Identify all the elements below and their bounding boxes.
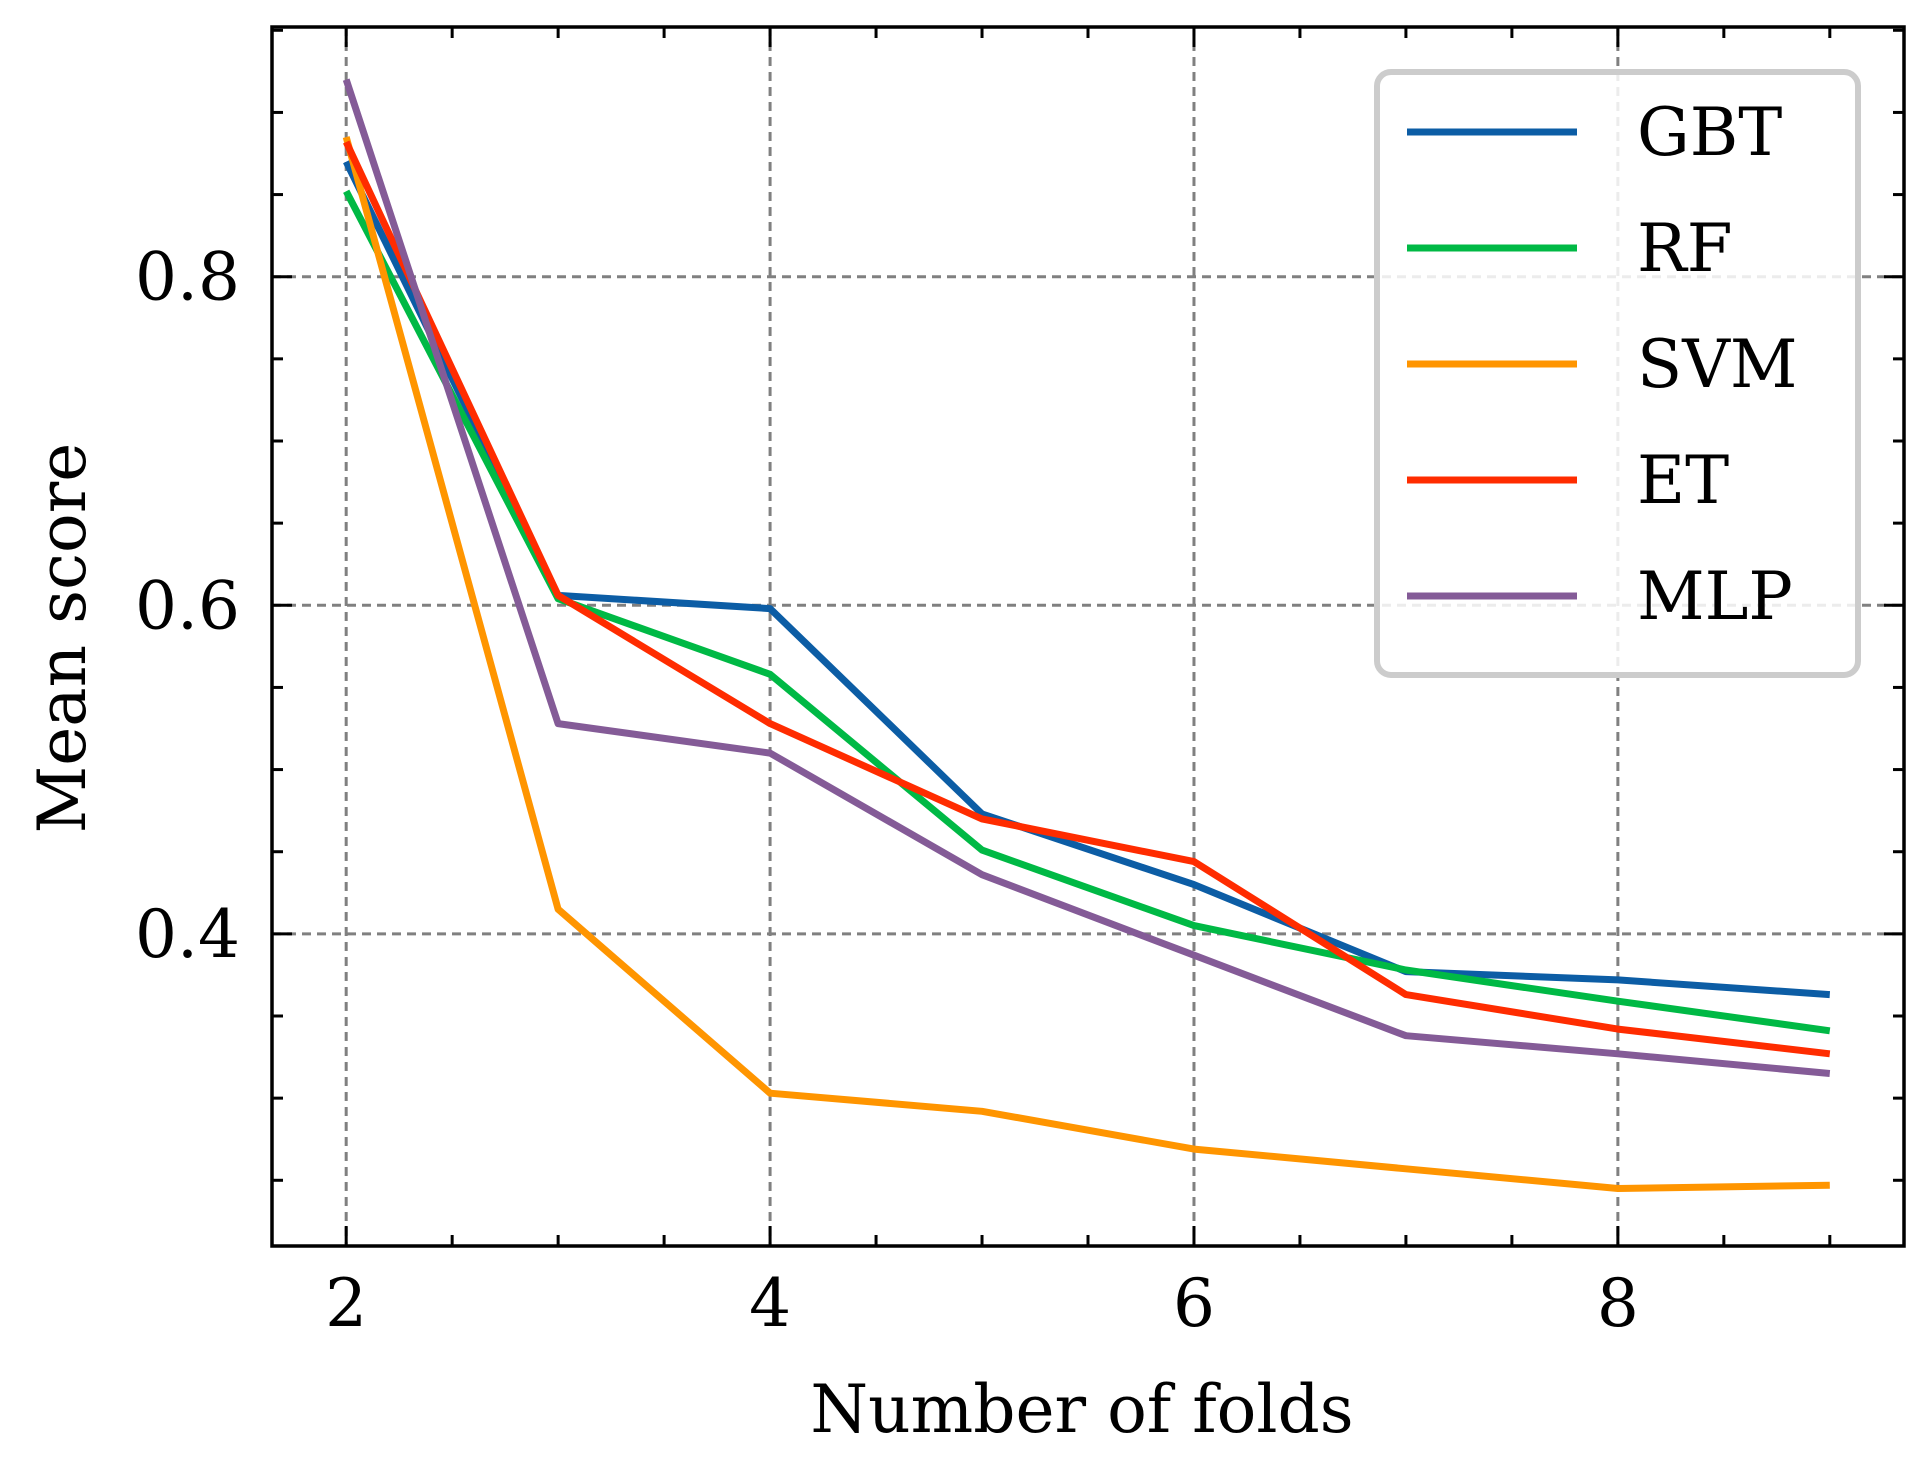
y-tick-label: 0.8 [135,239,240,316]
x-axis-label: Number of folds [810,1371,1353,1448]
y-tick-label: 0.4 [135,896,240,973]
legend-entries: GBT RF SVM ET MLP [1407,94,1797,635]
series-line-mlp [342,78,1831,1077]
x-tick-label: 2 [325,1265,367,1342]
legend-label-rf: RF [1637,210,1733,287]
series-line-svm [342,136,1830,1192]
series-line-rf [343,189,1831,1035]
y-tick-label: 0.6 [135,567,240,644]
series-line-gbt [343,160,1831,999]
legend-label-et: ET [1637,442,1729,519]
series-line-et [343,140,1831,1058]
legend-label-svm: SVM [1637,326,1797,403]
axes [270,25,1906,1248]
legend-label-gbt: GBT [1637,94,1782,171]
legend-label-mlp: MLP [1637,558,1793,635]
x-tick-label: 8 [1597,1265,1639,1342]
y-axis-label: Mean score [24,443,101,834]
tick-labels: 2 4 6 8 0.4 0.6 0.8 [135,239,1639,1342]
series-lines [342,78,1831,1192]
legend-box [1374,69,1861,678]
x-tick-label: 6 [1173,1265,1215,1342]
x-tick-label: 4 [749,1265,791,1342]
legend: GBT RF SVM ET MLP [1374,69,1861,678]
